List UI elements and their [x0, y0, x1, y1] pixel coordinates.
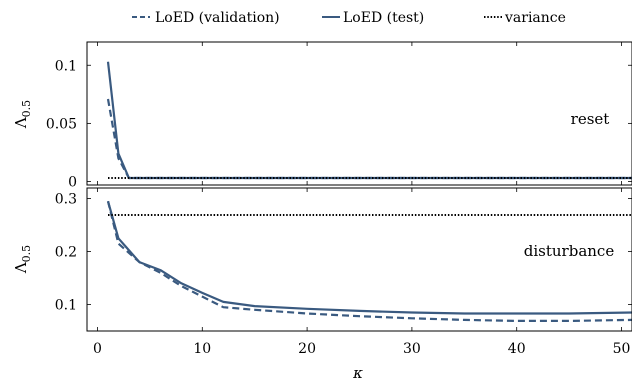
xtick-label-5: 50 [613, 341, 631, 357]
panel-0-series-dashed [106, 98, 632, 180]
panel-disturbance-label: disturbance [524, 242, 615, 260]
panel-disturbance: 0.1 0.2 0.3 disturbance Λ0.5 [12, 187, 632, 332]
xtick-label-0: 0 [93, 341, 102, 357]
legend: LoED (validation) LoED (test) variance [132, 10, 566, 26]
panel-reset-frame [86, 41, 632, 186]
xtick-label-1: 10 [193, 341, 211, 357]
panel-1-ytick-label-0: 0.1 [55, 298, 77, 314]
panel-reset-label: reset [571, 110, 610, 128]
panel-1-ytick-label-2: 0.3 [55, 192, 77, 208]
panel-0-series-solid [106, 61, 632, 180]
panel-1-series-solid [106, 200, 632, 315]
panel-0-ytick-label-1: 0.05 [46, 116, 77, 132]
xtick-label-2: 20 [298, 341, 316, 357]
x-axis: 0 10 20 30 40 50 [93, 341, 630, 357]
legend-variance-label: variance [504, 10, 566, 26]
legend-validation-label: LoED (validation) [155, 10, 280, 26]
xtick-label-3: 30 [403, 341, 421, 357]
panel-reset-ylabel: Λ0.5 [12, 100, 33, 129]
panel-1-ytick-label-1: 0.2 [55, 245, 77, 261]
legend-test-label: LoED (test) [343, 10, 424, 26]
panel-disturbance-ylabel: Λ0.5 [12, 245, 33, 274]
panel-disturbance-frame [86, 187, 632, 332]
xtick-label-4: 40 [508, 341, 526, 357]
panel-1-series-dashed [106, 200, 632, 322]
panel-reset: 0 0.05 0.1 reset Λ0.5 [12, 41, 632, 191]
panel-0-ytick-label-2: 0.1 [55, 58, 77, 74]
panel-0-ytick-label-0: 0 [68, 175, 77, 191]
x-axis-label: κ [352, 364, 363, 382]
